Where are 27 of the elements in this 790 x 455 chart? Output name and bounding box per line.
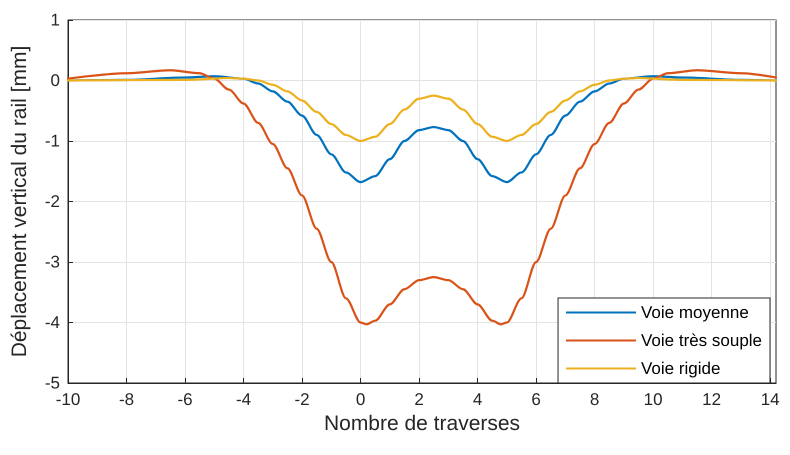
line-series	[66, 76, 778, 142]
x-tick-label: 0	[356, 390, 366, 409]
x-tick-label: 4	[472, 390, 482, 409]
legend-label: Voie très souple	[641, 331, 762, 350]
legend-label: Voie rigide	[641, 359, 720, 378]
x-tick-label: 2	[414, 390, 424, 409]
y-tick-label: -5	[44, 374, 60, 392]
x-tick-label: -2	[294, 390, 310, 409]
legend-label: Voie moyenne	[641, 303, 749, 322]
y-tick-label: 1	[50, 10, 60, 30]
y-tick-label: -3	[44, 252, 60, 272]
x-tick-label: 10	[644, 390, 663, 409]
x-tick-label: -10	[56, 390, 80, 409]
x-tick-label: 6	[531, 390, 541, 409]
x-tick-label: 14	[760, 390, 780, 409]
x-tick-label: -4	[236, 390, 252, 409]
x-tick-label: 8	[590, 390, 600, 409]
y-tick-label: -4	[44, 313, 60, 332]
line-series	[66, 69, 778, 326]
y-tick-label: 0	[50, 71, 60, 90]
x-axis-title: Nombre de traverses	[324, 412, 520, 435]
y-tick-label: -1	[44, 132, 60, 150]
x-tick-label: -8	[118, 390, 134, 409]
x-tick-label: 12	[702, 390, 722, 409]
y-axis-title: Déplacement vertical du rail [mm]	[8, 46, 31, 358]
x-tick-label: -6	[177, 390, 193, 409]
y-tick-label: -2	[44, 192, 60, 211]
